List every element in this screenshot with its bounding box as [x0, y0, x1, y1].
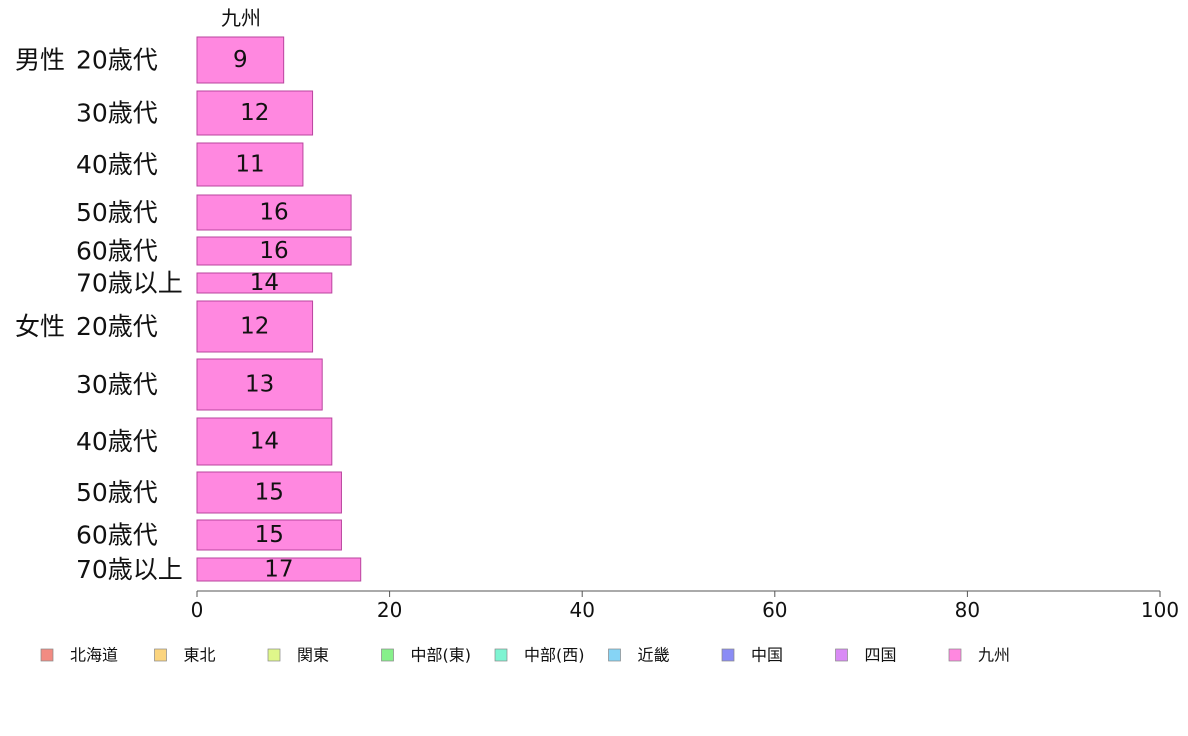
bar — [196, 36, 285, 84]
category-label: 50歳代 — [76, 478, 158, 507]
legend-swatch — [267, 648, 281, 662]
bar — [196, 194, 352, 231]
data-label: 9 — [233, 47, 248, 73]
category-label: 50歳代 — [76, 198, 158, 227]
legend-label: 東北 — [184, 646, 216, 665]
bars-layer: 920歳代男性1230歳代1140歳代1650歳代1660歳代1470歳以上12… — [15, 36, 362, 584]
legend-swatch — [494, 648, 508, 662]
x-tick-label: 60 — [762, 598, 787, 622]
legend-label: 北海道 — [70, 646, 118, 665]
category-label: 60歳代 — [76, 521, 158, 550]
legend-label: 中部(西) — [524, 646, 585, 665]
legend-label: 中国 — [751, 646, 783, 665]
category-label: 40歳代 — [76, 427, 158, 456]
group-label: 女性 — [15, 312, 65, 341]
legend-label: 関東 — [297, 646, 329, 665]
x-tick-label: 100 — [1141, 598, 1179, 622]
legend-label: 中部(東) — [411, 646, 472, 665]
data-label: 14 — [250, 429, 279, 455]
data-label: 14 — [250, 270, 279, 296]
data-label: 17 — [264, 557, 293, 583]
data-label: 16 — [259, 200, 288, 226]
data-label: 15 — [255, 480, 284, 506]
bar — [196, 471, 342, 514]
category-label: 70歳以上 — [76, 555, 183, 584]
x-axis: 0 20 40 60 80 100 — [191, 590, 1179, 622]
legend-swatch — [948, 648, 962, 662]
legend-label: 九州 — [978, 646, 1010, 665]
x-tick-label: 0 — [191, 598, 204, 622]
category-label: 20歳代 — [76, 312, 158, 341]
legend-label: 近畿 — [638, 646, 670, 665]
x-tick-label: 40 — [569, 598, 594, 622]
bar — [196, 358, 323, 411]
legend-swatch — [381, 648, 394, 662]
legend-swatch — [835, 648, 848, 662]
legend-swatch — [721, 648, 735, 662]
category-label: 20歳代 — [76, 46, 158, 75]
data-label: 12 — [240, 314, 269, 340]
category-label: 30歳代 — [76, 370, 158, 399]
x-tick-label: 80 — [955, 598, 980, 622]
bar — [196, 519, 342, 551]
category-label: 40歳代 — [76, 150, 158, 179]
category-label: 70歳以上 — [76, 269, 183, 298]
bar — [196, 417, 333, 466]
x-tick-label: 20 — [377, 598, 402, 622]
group-label: 男性 — [15, 46, 65, 75]
legend-swatch — [608, 648, 621, 662]
legend: 北海道 東北 関東 中部(東) 中部(西) 近畿 中国 四国 九州 — [40, 646, 1010, 665]
legend-label: 四国 — [865, 646, 897, 665]
bar — [196, 236, 352, 266]
legend-swatch — [154, 648, 167, 662]
data-label: 11 — [235, 152, 264, 178]
legend-swatch — [40, 648, 54, 662]
data-label: 16 — [259, 238, 288, 264]
bar — [196, 142, 304, 187]
column-title: 九州 — [221, 6, 261, 30]
data-label: 15 — [255, 522, 284, 548]
bar — [196, 557, 362, 582]
category-label: 30歳代 — [76, 99, 158, 128]
bar — [196, 272, 333, 294]
bar — [196, 90, 314, 136]
category-label: 60歳代 — [76, 237, 158, 266]
bar — [196, 300, 314, 353]
data-label: 12 — [240, 100, 269, 126]
data-label: 13 — [245, 372, 274, 398]
